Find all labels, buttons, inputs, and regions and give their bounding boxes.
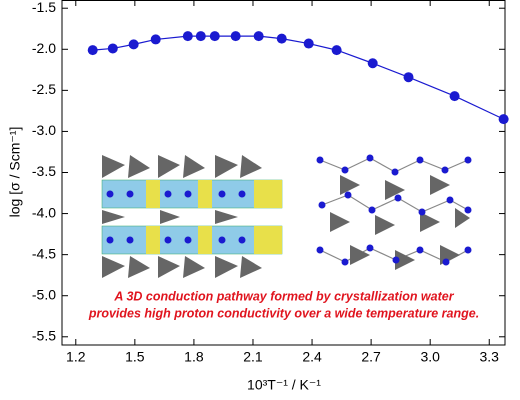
x-tick-label: 3.0 bbox=[420, 349, 440, 365]
x-tick-label: 1.5 bbox=[125, 349, 145, 365]
data-point bbox=[303, 38, 314, 49]
data-point bbox=[128, 39, 139, 50]
y-tick-label: -2.0 bbox=[32, 40, 56, 56]
y-tick-label: -2.5 bbox=[32, 81, 56, 97]
data-point bbox=[367, 58, 378, 69]
data-point bbox=[498, 114, 509, 125]
data-point bbox=[403, 72, 414, 83]
y-tick-label: -1.5 bbox=[32, 0, 56, 15]
x-axis-label: 10³T⁻¹ / K⁻¹ bbox=[247, 377, 321, 393]
x-tick-label: 1.8 bbox=[184, 349, 204, 365]
data-point bbox=[107, 43, 118, 54]
fit-line bbox=[92, 35, 504, 120]
y-axis-label: log [σ / Scm⁻¹] bbox=[7, 127, 23, 218]
annotation: A 3D conduction pathway formed by crysta… bbox=[113, 289, 454, 303]
y-tick-label: -4.5 bbox=[32, 245, 56, 261]
x-tick-label: 2.4 bbox=[302, 349, 322, 365]
structure-inset-left bbox=[101, 155, 283, 278]
y-tick-label: -5.0 bbox=[32, 286, 56, 302]
data-point bbox=[209, 31, 220, 42]
y-tick-label: -3.5 bbox=[32, 163, 56, 179]
data-point bbox=[449, 91, 460, 102]
y-tick-label: -4.0 bbox=[32, 204, 56, 220]
data-point bbox=[87, 45, 98, 56]
x-tick-label: 1.2 bbox=[66, 349, 86, 365]
x-tick-label: 2.7 bbox=[361, 349, 381, 365]
x-tick-label: 2.1 bbox=[243, 349, 263, 365]
structure-inset-right bbox=[316, 154, 472, 270]
data-point bbox=[276, 33, 287, 44]
data-point bbox=[150, 34, 161, 45]
y-tick-label: -3.0 bbox=[32, 122, 56, 138]
data-point bbox=[182, 31, 193, 42]
data-point bbox=[230, 31, 241, 42]
annotation: provides high proton conductivity over a… bbox=[88, 306, 479, 320]
y-tick-label: -5.5 bbox=[32, 327, 56, 343]
x-tick-label: 3.3 bbox=[480, 349, 500, 365]
data-point bbox=[253, 31, 264, 42]
data-point bbox=[331, 45, 342, 56]
data-point bbox=[195, 31, 206, 42]
